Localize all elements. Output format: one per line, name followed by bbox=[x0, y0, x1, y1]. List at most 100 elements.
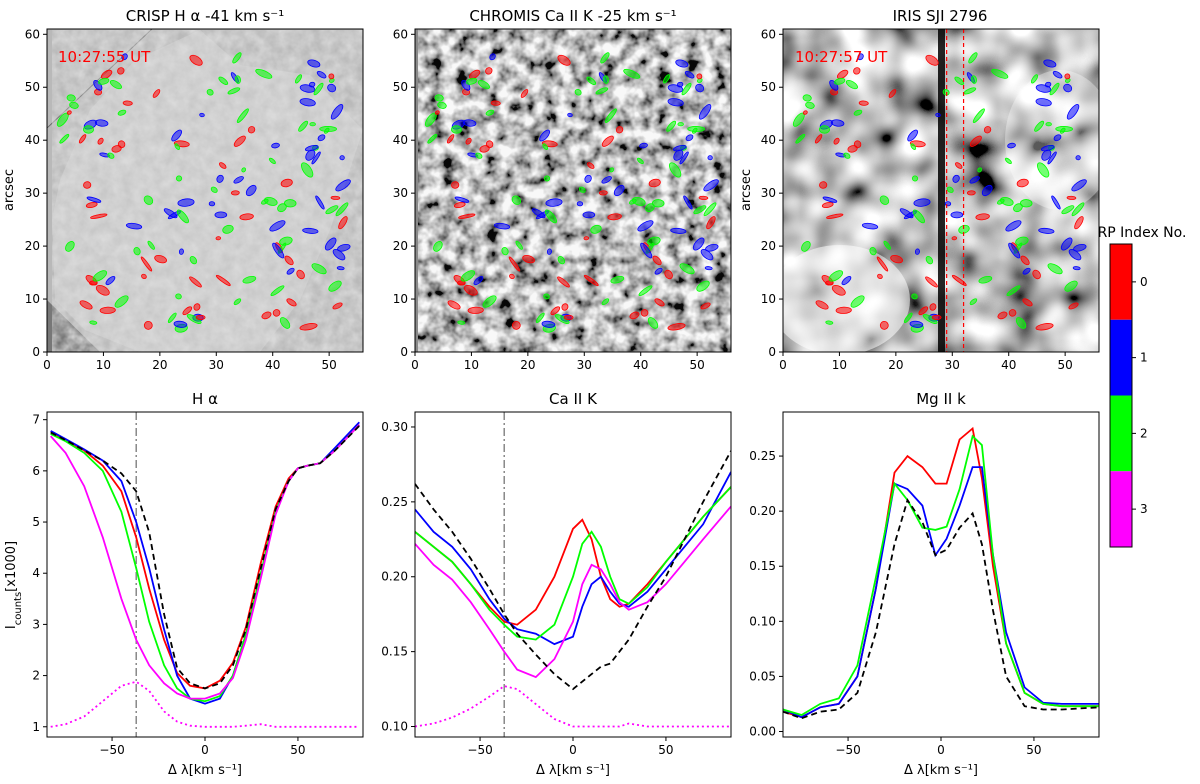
slit-shadow bbox=[938, 29, 945, 352]
rp-contour bbox=[561, 303, 569, 311]
y-tick-label: 7 bbox=[32, 413, 40, 427]
y-tick-label: 30 bbox=[761, 186, 776, 200]
rp-contour bbox=[567, 112, 573, 118]
rp-contour bbox=[302, 227, 319, 234]
rp-contour bbox=[97, 137, 104, 145]
rp-contour bbox=[1037, 162, 1050, 178]
rp-contour bbox=[969, 298, 978, 306]
rp-contour bbox=[279, 317, 291, 329]
rp-contour bbox=[1051, 195, 1061, 210]
rp-contour bbox=[1071, 179, 1087, 192]
rp-contour bbox=[563, 314, 574, 320]
rp-contour bbox=[174, 143, 181, 150]
rp-contour bbox=[841, 275, 852, 286]
rp-contour bbox=[78, 134, 87, 144]
rp-contour bbox=[907, 129, 919, 142]
y-tick-label: 5 bbox=[32, 515, 40, 529]
rp-contour bbox=[997, 311, 1008, 320]
rp-contour bbox=[189, 276, 202, 288]
rp-contour bbox=[317, 134, 326, 142]
rp-contour bbox=[175, 175, 183, 182]
rp-contour bbox=[167, 312, 177, 323]
rp-contour bbox=[89, 320, 98, 325]
x-tick-label: 0 bbox=[779, 358, 787, 372]
y-tick-label: 40 bbox=[25, 133, 40, 147]
rp-contour bbox=[233, 176, 244, 184]
rp-contour bbox=[296, 269, 305, 280]
rp-contour bbox=[652, 199, 665, 208]
rp-contour bbox=[460, 270, 476, 282]
rp-contour bbox=[1016, 178, 1029, 188]
rp-contour bbox=[1035, 98, 1052, 107]
rp-contour bbox=[632, 196, 646, 206]
rp-contour bbox=[692, 237, 705, 251]
rp-contour bbox=[670, 227, 687, 234]
y-tick-label: 20 bbox=[393, 239, 408, 253]
rp-contour bbox=[1007, 142, 1016, 149]
rp-contour bbox=[245, 184, 257, 197]
x-tick-label: 30 bbox=[209, 358, 224, 372]
y-tick-label: 0.15 bbox=[749, 559, 776, 573]
rp-contour bbox=[1008, 242, 1021, 259]
rp-contour bbox=[475, 152, 483, 159]
rp-contour bbox=[182, 306, 193, 316]
rp-contour bbox=[883, 240, 891, 250]
rp-contour bbox=[951, 236, 958, 241]
y-tick-label: 60 bbox=[761, 27, 776, 41]
rp-contour bbox=[600, 52, 610, 64]
rp-contour bbox=[465, 137, 472, 145]
rp-contour bbox=[114, 295, 129, 308]
rp-contour bbox=[66, 94, 76, 102]
rp-contour bbox=[143, 320, 153, 330]
rp-contour bbox=[669, 162, 682, 178]
rp-contour bbox=[826, 213, 844, 219]
rp-contour bbox=[90, 213, 108, 219]
rp-contour bbox=[327, 83, 337, 93]
rp-contour bbox=[485, 67, 493, 75]
rp-contour bbox=[233, 135, 246, 147]
rp-contour bbox=[888, 89, 897, 98]
rp-contour bbox=[330, 195, 341, 200]
rp-contour bbox=[966, 190, 976, 196]
rp-contour bbox=[85, 201, 98, 209]
rp-contour bbox=[613, 184, 625, 197]
rp-contour bbox=[177, 198, 195, 207]
x-tick-label: −50 bbox=[835, 743, 860, 757]
rp-contour bbox=[434, 110, 440, 115]
rp-contour bbox=[324, 237, 337, 251]
x-tick-label: 50 bbox=[322, 358, 337, 372]
rp-contour bbox=[615, 126, 624, 134]
rp-contour bbox=[695, 83, 705, 93]
rp-contour bbox=[647, 236, 661, 246]
rp-contour bbox=[299, 323, 318, 331]
y-tick-label: 2 bbox=[32, 669, 40, 683]
x-tick-label: 10 bbox=[96, 358, 111, 372]
rp-contour bbox=[473, 275, 484, 286]
x-tick-label: 50 bbox=[690, 358, 705, 372]
rp-contour bbox=[1064, 73, 1071, 80]
rp-contour bbox=[1066, 104, 1080, 120]
x-tick-label: 40 bbox=[265, 358, 280, 372]
rp-contour bbox=[328, 280, 342, 292]
rp-contour bbox=[925, 276, 938, 288]
rp-contour bbox=[520, 89, 529, 98]
rp-contour bbox=[332, 248, 346, 261]
x-tick-label: 0 bbox=[201, 743, 209, 757]
rp-contour bbox=[189, 256, 198, 265]
rp-contour bbox=[835, 306, 852, 314]
rp-contour bbox=[298, 120, 309, 132]
rp-contour bbox=[703, 179, 719, 192]
rp-contour bbox=[662, 74, 671, 84]
rp-contour bbox=[664, 269, 673, 280]
rp-contour bbox=[700, 302, 711, 310]
rp-contour bbox=[647, 317, 659, 329]
colorbar-segment bbox=[1110, 319, 1132, 396]
rp-contour bbox=[950, 211, 964, 219]
y-tick-label: 0 bbox=[32, 345, 40, 359]
rp-contour bbox=[685, 134, 694, 142]
rp-contour bbox=[121, 53, 128, 61]
rp-contour bbox=[673, 149, 684, 161]
rp-contour bbox=[696, 73, 703, 80]
y-tick-label: 40 bbox=[761, 133, 776, 147]
rp-contour bbox=[557, 256, 566, 265]
